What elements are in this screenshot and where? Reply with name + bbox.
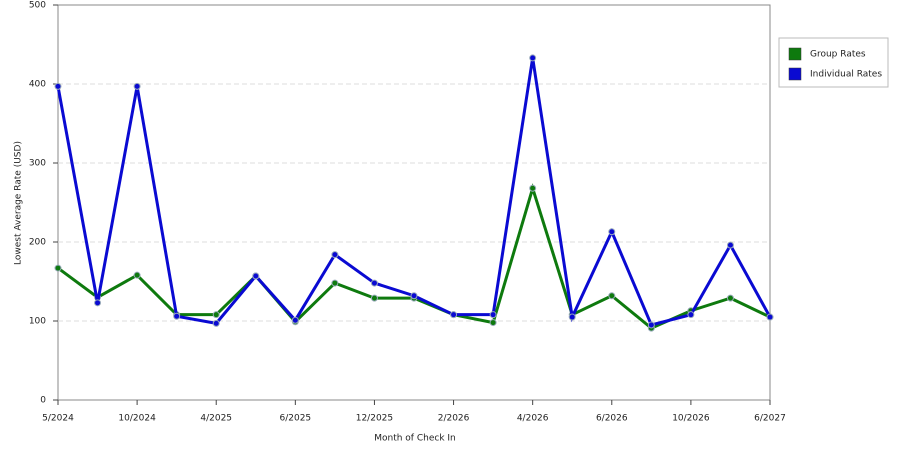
legend-label: Group Rates (810, 50, 866, 60)
x-tick-label: 12/2025 (356, 414, 393, 424)
point (133, 82, 141, 90)
x-tick-label: 6/2027 (754, 414, 786, 424)
point (568, 313, 576, 321)
y-tick-label: 200 (29, 238, 46, 248)
point (687, 311, 695, 319)
point (450, 311, 458, 319)
y-axis-label: Lowest Average Rate (USD) (14, 141, 24, 265)
x-tick-label: 4/2026 (517, 414, 549, 424)
x-tick-label: 4/2025 (200, 414, 232, 424)
legend-label: Individual Rates (810, 70, 882, 80)
point (726, 241, 734, 249)
point (608, 292, 616, 300)
y-tick-label: 400 (29, 80, 46, 90)
point (410, 292, 418, 300)
point (489, 319, 497, 327)
x-tick-label: 5/2024 (42, 414, 74, 424)
point (726, 294, 734, 302)
x-tick-label: 6/2025 (279, 414, 311, 424)
point (608, 228, 616, 236)
y-tick-label: 100 (29, 317, 46, 327)
point (370, 294, 378, 302)
point (331, 279, 339, 287)
x-tick-label: 6/2026 (596, 414, 628, 424)
point (331, 251, 339, 259)
point (766, 313, 774, 321)
point (212, 319, 220, 327)
legend-swatch (788, 47, 802, 61)
x-tick-label: 2/2026 (438, 414, 470, 424)
point (133, 271, 141, 279)
y-tick-label: 0 (40, 396, 46, 406)
point (212, 311, 220, 319)
x-tick-label: 10/2026 (672, 414, 710, 424)
y-tick-label: 300 (29, 159, 46, 169)
point (489, 311, 497, 319)
point (529, 184, 537, 192)
y-tick-label: 500 (29, 1, 46, 11)
point (529, 54, 537, 62)
point (252, 272, 260, 280)
x-axis-label: Month of Check In (374, 434, 456, 444)
point (647, 321, 655, 329)
series-line (56, 57, 772, 327)
point (370, 279, 378, 287)
point (54, 264, 62, 272)
x-tick-label: 10/2024 (118, 414, 156, 424)
point (54, 82, 62, 90)
series-line (57, 183, 771, 330)
plot-frame (57, 4, 771, 401)
legend-swatch (788, 67, 802, 81)
point (94, 299, 102, 307)
point (173, 312, 181, 320)
point (291, 316, 299, 324)
